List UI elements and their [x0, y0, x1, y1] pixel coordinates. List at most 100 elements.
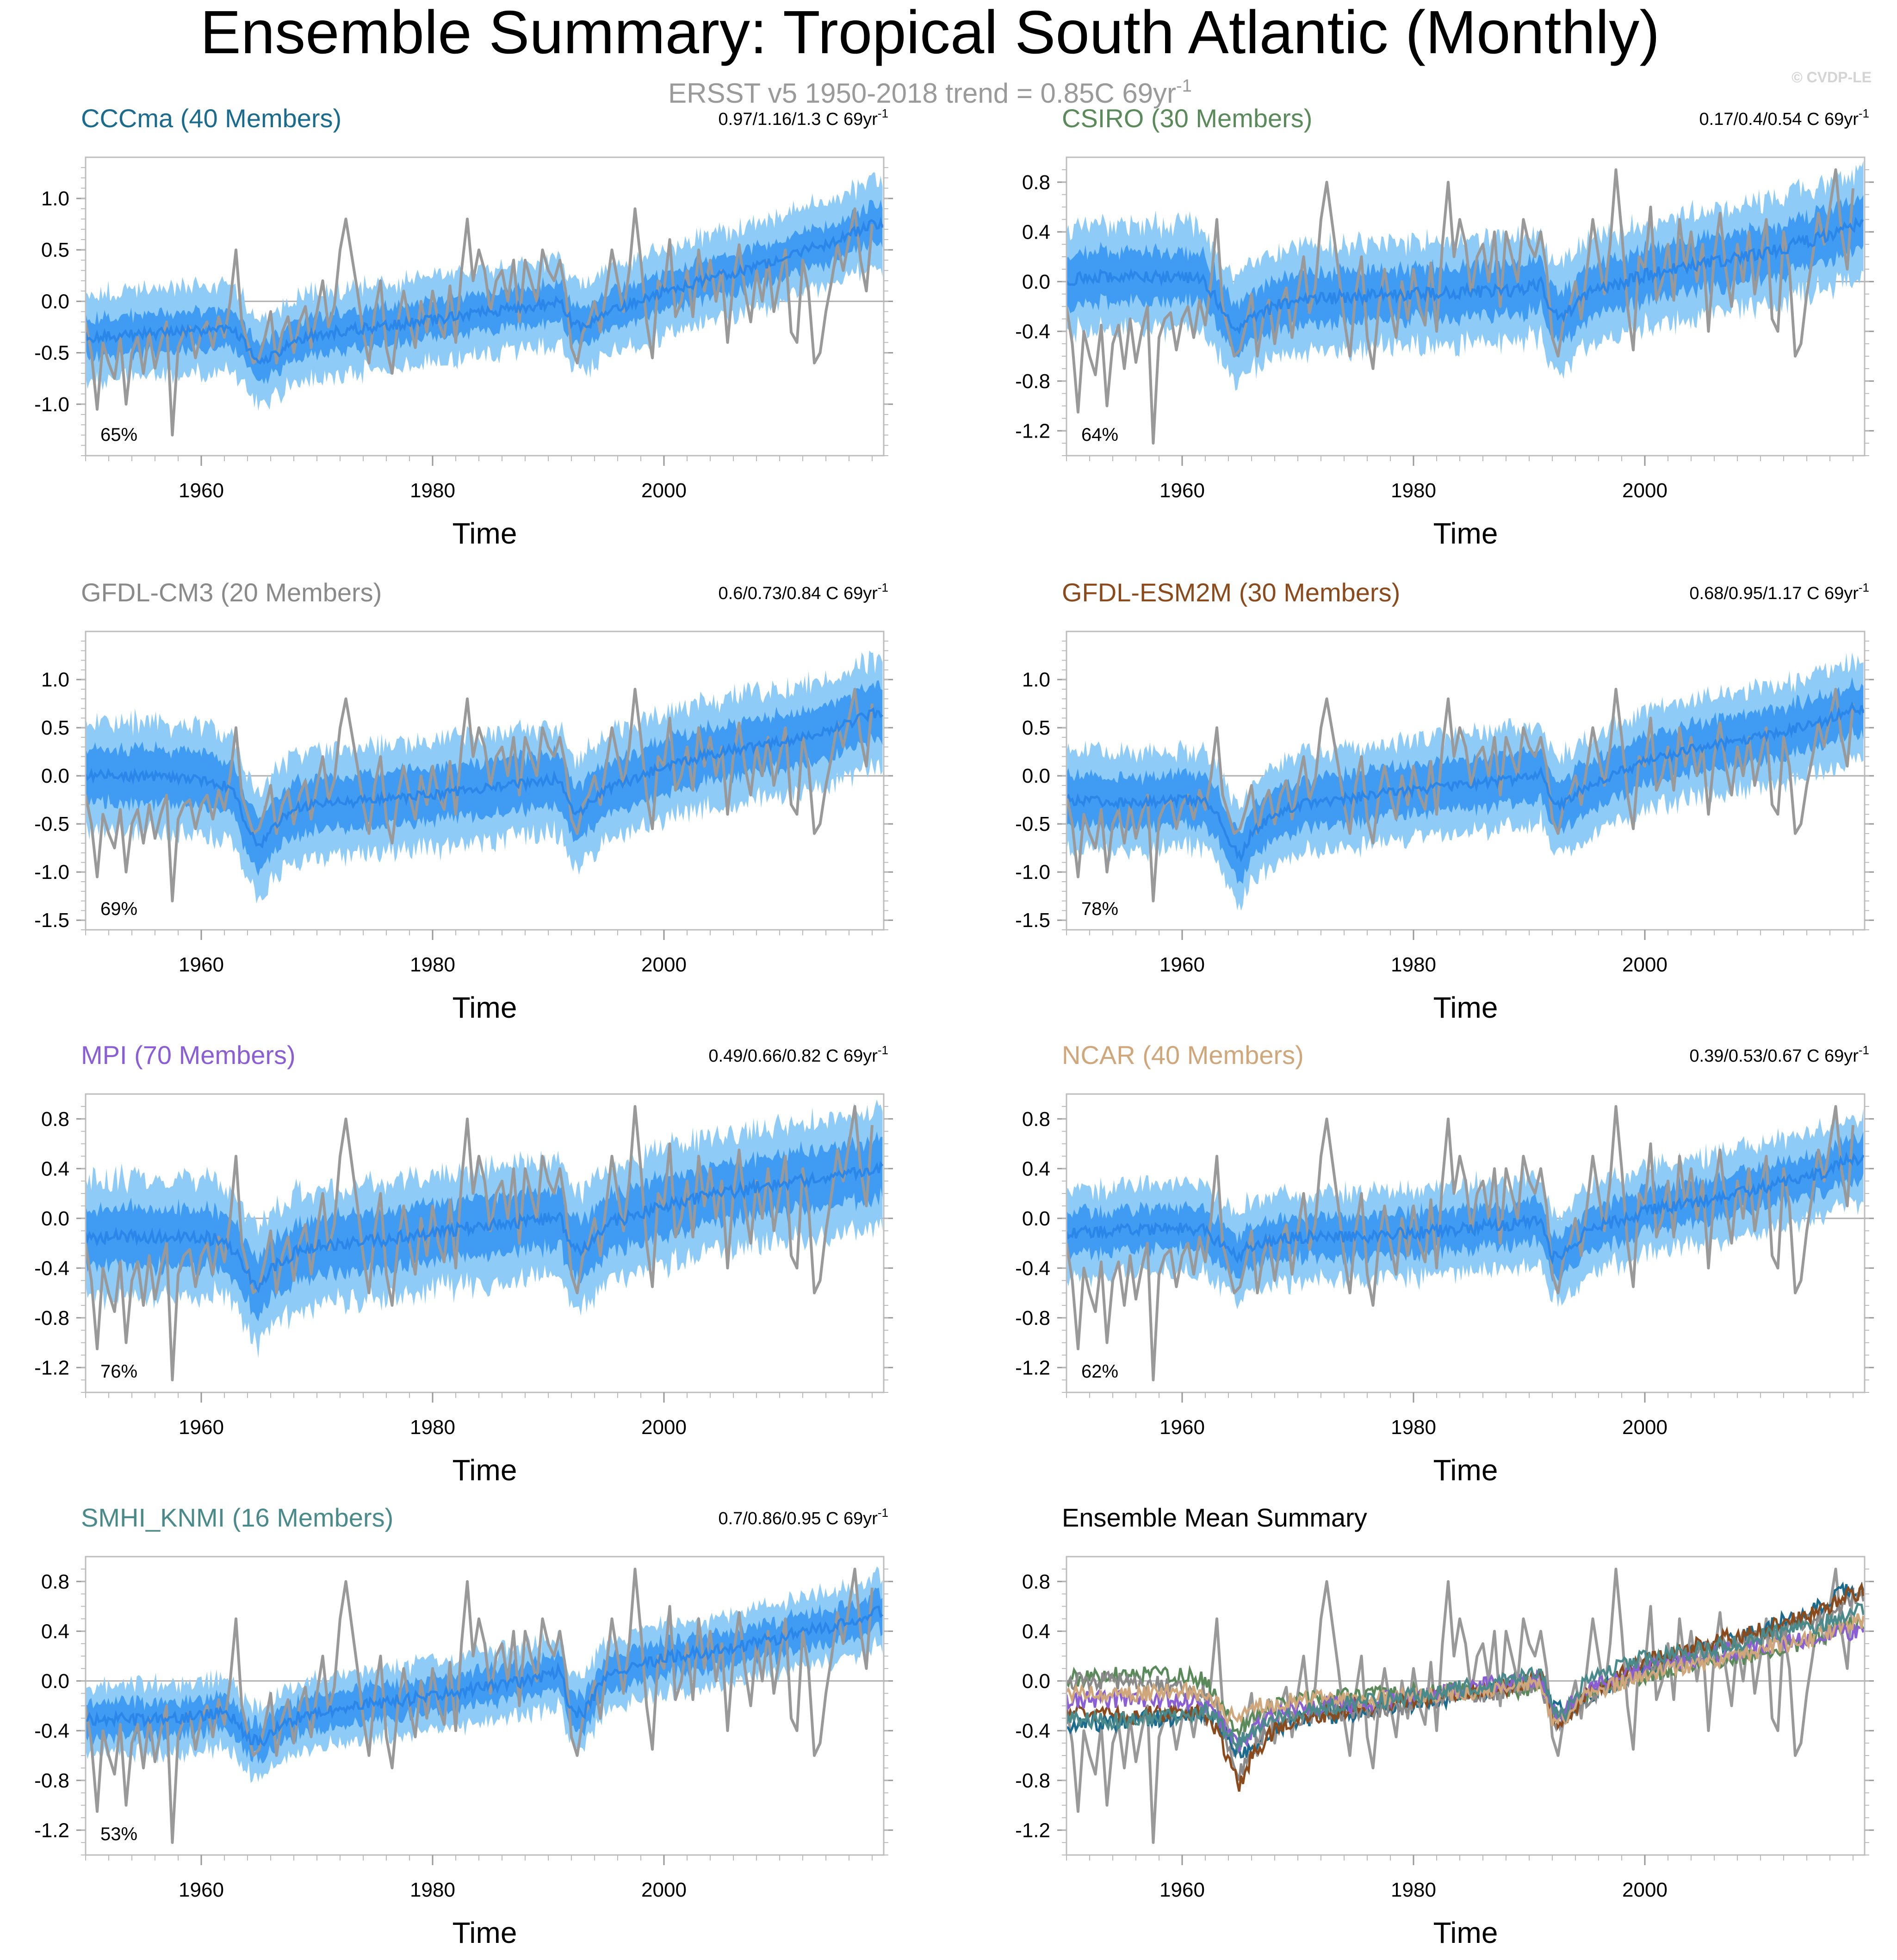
y-tick-label: 0.5 [41, 239, 69, 261]
y-tick-label: -1.2 [1015, 1356, 1050, 1379]
panel-trend-label: 0.17/0.4/0.54 C 69yr-1 [1699, 106, 1869, 129]
ensemble-mean-line [86, 216, 884, 365]
y-tick-label: 0.8 [41, 1570, 69, 1593]
y-tick-label: 0.0 [41, 290, 69, 313]
percent-label: 64% [1081, 425, 1118, 445]
percent-label: 69% [100, 899, 137, 919]
y-tick-label: -0.5 [34, 342, 69, 365]
y-tick-label: 0.8 [1022, 171, 1050, 194]
x-tick-label: 1960 [179, 479, 224, 502]
x-tick-label: 1980 [410, 1879, 455, 1901]
y-tick-label: -0.4 [1015, 320, 1050, 343]
percent-label: 65% [100, 425, 137, 445]
y-tick-label: -0.8 [34, 1307, 69, 1329]
y-tick-label: 0.0 [41, 765, 69, 787]
panel-title: NCAR (40 Members) [1062, 1040, 1304, 1070]
y-tick-label: 0.4 [41, 1620, 69, 1643]
ensemble-spread-inner [1066, 677, 1864, 884]
panel-trend-label: 0.97/1.16/1.3 C 69yr-1 [719, 106, 888, 129]
y-tick-label: 1.0 [1022, 668, 1050, 691]
y-tick-label: -1.5 [34, 909, 69, 932]
x-tick-label: 2000 [641, 1879, 687, 1901]
y-tick-label: 0.8 [1022, 1570, 1050, 1593]
panel-title: GFDL-ESM2M (30 Members) [1062, 578, 1400, 607]
x-axis-label: Time [1433, 517, 1498, 550]
figure-title: Ensemble Summary: Tropical South Atlanti… [200, 0, 1660, 66]
plot-area [1066, 1567, 1865, 1844]
plot-area [1066, 652, 1865, 911]
observations-line [1066, 1105, 1854, 1382]
x-tick-label: 1960 [1159, 1416, 1205, 1439]
y-tick-label: 1.0 [41, 187, 69, 210]
panel-trend-label: 0.7/0.86/0.95 C 69yr-1 [719, 1506, 888, 1528]
x-tick-label: 1980 [410, 953, 455, 976]
x-axis-label: Time [453, 1916, 517, 1949]
y-tick-label: -0.5 [1015, 813, 1050, 835]
x-tick-label: 1980 [410, 1416, 455, 1439]
observations-line [1066, 168, 1854, 445]
y-tick-label: 0.0 [1022, 1207, 1050, 1230]
x-axis-label: Time [453, 991, 517, 1024]
y-tick-label: -1.5 [1015, 909, 1050, 932]
x-tick-label: 1960 [1159, 1879, 1205, 1901]
y-tick-label: -0.8 [1015, 1769, 1050, 1792]
observations-line [86, 1105, 874, 1382]
observations-line [1066, 1567, 1854, 1844]
x-axis-label: Time [453, 517, 517, 550]
copyright-label: © CVDP-LE [1792, 69, 1872, 86]
plot-area [86, 1099, 884, 1382]
x-tick-label: 2000 [641, 479, 687, 502]
y-tick-label: 0.5 [41, 717, 69, 739]
panel-trend-label: 0.49/0.66/0.82 C 69yr-1 [708, 1043, 888, 1066]
y-tick-label: 0.0 [1022, 271, 1050, 293]
panel-trend-label: 0.39/0.53/0.67 C 69yr-1 [1689, 1043, 1869, 1066]
x-tick-label: 1980 [1391, 479, 1436, 502]
y-tick-label: 0.8 [41, 1108, 69, 1131]
x-tick-label: 1960 [1159, 479, 1205, 502]
chart-panel-3: GFDL-CM3 (20 Members) 0.6/0.73/0.84 C 69y… [34, 578, 893, 1024]
y-tick-label: 0.0 [1022, 765, 1050, 787]
ensemble-mean-line [86, 1605, 884, 1747]
panel-title: MPI (70 Members) [81, 1040, 296, 1070]
panel-trend-label: 0.68/0.95/1.17 C 69yr-1 [1689, 581, 1869, 603]
figure-subtitle: ERSST v5 1950-2018 trend = 0.85C 69yr-1 [668, 76, 1192, 109]
panel-title: CSIRO (30 Members) [1062, 104, 1312, 133]
x-tick-label: 2000 [1622, 1416, 1668, 1439]
y-tick-label: 0.0 [1022, 1670, 1050, 1693]
y-tick-label: -0.4 [34, 1257, 69, 1280]
x-tick-label: 1980 [1391, 1879, 1436, 1901]
y-tick-label: -0.8 [1015, 1307, 1050, 1329]
y-tick-label: -1.2 [34, 1356, 69, 1379]
plot-frame [85, 156, 885, 457]
chart-panel-4: GFDL-ESM2M (30 Members) 0.68/0.95/1.17 C … [1015, 578, 1874, 1024]
plot-frame [1066, 1556, 1866, 1856]
y-tick-label: 0.4 [1022, 1620, 1050, 1643]
panel-grid: CCCma (40 Members) 0.97/1.16/1.3 C 69yr-1… [34, 104, 1874, 1949]
y-tick-label: -0.4 [34, 1719, 69, 1742]
x-tick-label: 2000 [1622, 479, 1668, 502]
chart-panel-6: NCAR (40 Members) 0.39/0.53/0.67 C 69yr-1… [1015, 1040, 1874, 1487]
y-tick-label: 0.0 [41, 1670, 69, 1693]
x-tick-label: 1980 [410, 479, 455, 502]
y-tick-label: -0.4 [1015, 1257, 1050, 1280]
y-tick-label: 0.0 [41, 1207, 69, 1230]
x-tick-label: 2000 [1622, 1879, 1668, 1901]
plot-frame [1066, 631, 1866, 931]
plot-frame [85, 631, 885, 931]
y-tick-label: 0.5 [1022, 717, 1050, 739]
x-tick-label: 1960 [1159, 953, 1205, 976]
y-tick-label: -1.0 [34, 861, 69, 884]
chart-panel-5: MPI (70 Members) 0.49/0.66/0.82 C 69yr-1 0… [34, 1040, 893, 1487]
chart-panel-1: CCCma (40 Members) 0.97/1.16/1.3 C 69yr-1… [34, 104, 893, 550]
y-tick-label: -1.2 [34, 1819, 69, 1842]
percent-label: 62% [1081, 1361, 1118, 1382]
ensemble-mean-line [86, 707, 884, 849]
x-tick-label: 1960 [179, 953, 224, 976]
percent-label: 76% [100, 1361, 137, 1382]
x-tick-label: 2000 [1622, 953, 1668, 976]
chart-panel-7: SMHI_KNMI (16 Members) 0.7/0.86/0.95 C 69… [34, 1503, 893, 1949]
y-tick-label: -1.0 [34, 393, 69, 416]
x-axis-label: Time [1433, 1916, 1498, 1949]
x-tick-label: 1960 [179, 1879, 224, 1901]
